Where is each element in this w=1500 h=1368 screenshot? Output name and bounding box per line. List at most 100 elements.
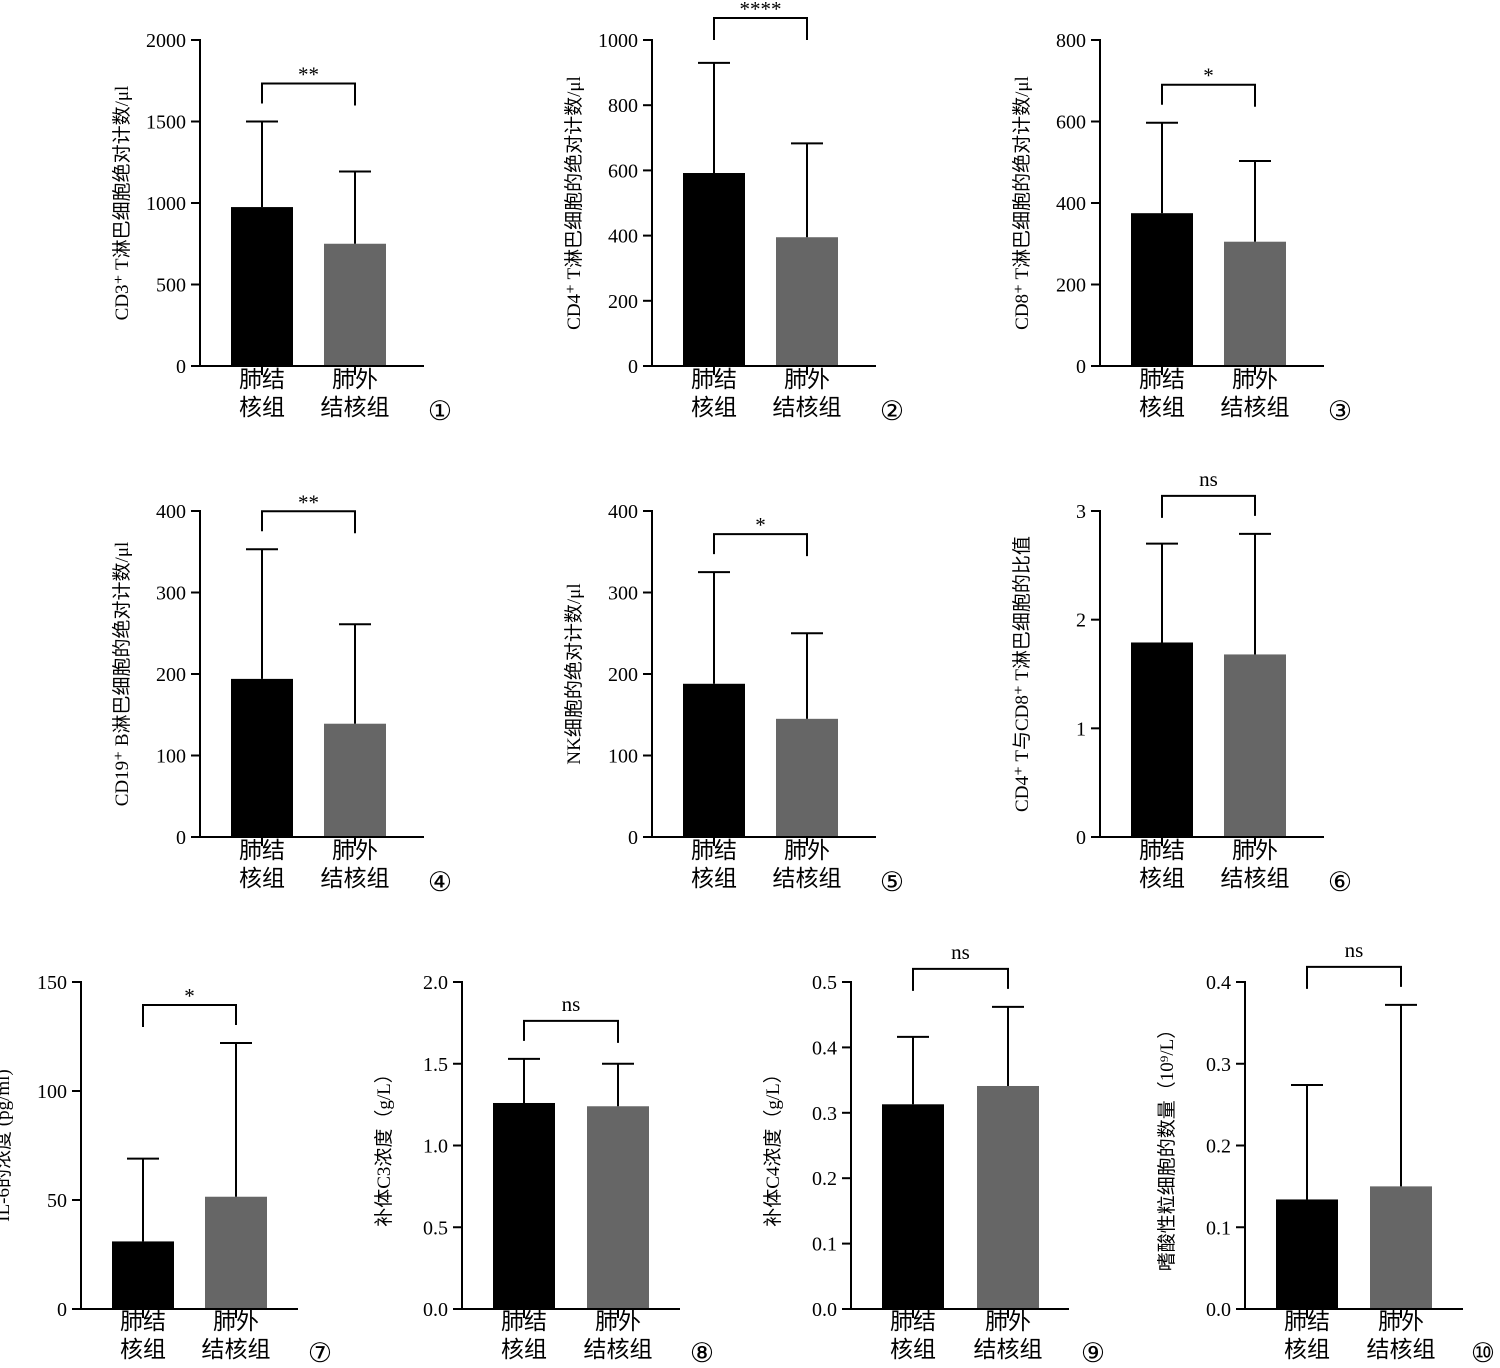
- error-bar: [1146, 542, 1178, 643]
- y-tick-label: 100: [37, 1081, 67, 1103]
- bar-pulmonary-tb: [112, 1241, 174, 1309]
- y-tick-label: 2000: [146, 30, 186, 52]
- error-bar: [897, 1035, 929, 1105]
- y-tick-label: 0: [176, 356, 186, 378]
- error-bar: [1385, 1003, 1417, 1187]
- error-bar: [992, 1005, 1024, 1086]
- error-bar: [339, 170, 371, 244]
- category-label: 肺外: [1378, 1309, 1424, 1334]
- category-label: 肺外: [784, 838, 830, 863]
- y-tick-label: 200: [156, 664, 186, 686]
- y-tick-label: 200: [608, 664, 638, 686]
- category-label: 肺结: [890, 1309, 936, 1334]
- error-bar: [220, 1042, 252, 1197]
- bar-pulmonary-tb: [231, 207, 293, 366]
- y-tick-label: 800: [1056, 30, 1086, 52]
- significance-bracket: ns: [1161, 467, 1256, 518]
- y-tick-label: 600: [1056, 112, 1086, 134]
- y-tick-label: 1000: [598, 30, 638, 52]
- category-label: 结核组: [321, 866, 390, 891]
- significance-bracket: *: [713, 513, 808, 557]
- category-label: 肺结: [691, 838, 737, 863]
- bar-extrapulmonary-tb: [324, 723, 386, 837]
- bar-extrapulmonary-tb: [1224, 654, 1286, 837]
- y-tick-label: 1000: [146, 193, 186, 215]
- y-tick-label: 1: [1076, 718, 1086, 740]
- y-axis-label: CD4⁺ T与CD8⁺ T淋巴细胞的比值: [1011, 536, 1033, 812]
- bar-pulmonary-tb: [683, 683, 745, 837]
- y-tick-label: 100: [156, 746, 186, 768]
- category-label: 结核组: [584, 1337, 653, 1362]
- y-axis-label: 嗜酸性粒细胞的数量（10⁹/L）: [1156, 1020, 1178, 1272]
- significance-label: *: [184, 984, 195, 1008]
- category-label: 结核组: [202, 1337, 271, 1362]
- error-bar: [1146, 121, 1178, 214]
- category-label: 肺结: [1139, 838, 1185, 863]
- panel-number: ⑦: [308, 1338, 332, 1368]
- significance-bracket: ns: [1306, 938, 1402, 989]
- category-label: 结核组: [1367, 1337, 1436, 1362]
- error-bar: [602, 1062, 634, 1107]
- category-label: 肺结: [1139, 367, 1185, 392]
- y-tick-label: 0: [1076, 827, 1086, 849]
- y-tick-label: 800: [608, 95, 638, 117]
- category-label: 结核组: [321, 395, 390, 420]
- y-axis-label: 补体C4浓度（g/L）: [762, 1064, 784, 1227]
- significance-bracket: *: [1161, 64, 1256, 107]
- error-bar: [791, 142, 823, 238]
- y-tick-label: 0: [57, 1299, 67, 1321]
- category-label: 核组: [239, 866, 285, 891]
- category-label: 核组: [691, 395, 737, 420]
- category-label: 核组: [691, 866, 737, 891]
- significance-label: ns: [562, 992, 581, 1016]
- category-label: 结核组: [1221, 866, 1290, 891]
- y-tick-label: 0.5: [423, 1217, 448, 1239]
- y-tick-label: 300: [156, 583, 186, 605]
- category-label: 肺结: [239, 838, 285, 863]
- error-bar: [791, 632, 823, 719]
- y-tick-label: 2.0: [423, 972, 448, 994]
- y-axis-label: 补体C3浓度（g/L）: [373, 1064, 395, 1227]
- y-axis-label: NK细胞的绝对计数/μl: [563, 583, 585, 764]
- significance-bracket: *: [142, 984, 237, 1028]
- panel-number: ⑨: [1081, 1338, 1105, 1368]
- y-tick-label: 200: [608, 291, 638, 313]
- category-label: 肺外: [213, 1309, 259, 1334]
- category-label: 核组: [1284, 1337, 1330, 1362]
- error-bar: [1291, 1084, 1323, 1200]
- y-tick-label: 0: [1076, 356, 1086, 378]
- bar-extrapulmonary-tb: [776, 718, 838, 837]
- error-bar: [1239, 532, 1271, 655]
- y-tick-label: 0.1: [812, 1234, 837, 1256]
- y-axis-label: IL-6的浓度 (pg/ml): [0, 1069, 14, 1222]
- panel-number: ①: [428, 396, 452, 426]
- category-label: 肺外: [784, 367, 830, 392]
- y-tick-label: 2: [1076, 610, 1086, 632]
- bar-pulmonary-tb: [882, 1104, 944, 1309]
- y-tick-label: 0: [628, 356, 638, 378]
- significance-bracket: **: [261, 490, 356, 534]
- significance-bracket: ****: [713, 0, 808, 40]
- category-label: 结核组: [974, 1337, 1043, 1362]
- category-label: 核组: [120, 1337, 166, 1362]
- y-axis-label: CD8⁺ T淋巴细胞的绝对计数/μl: [1011, 76, 1033, 330]
- y-tick-label: 0.1: [1206, 1217, 1231, 1239]
- category-label: 肺结: [501, 1309, 547, 1334]
- y-tick-label: 1.5: [423, 1054, 448, 1076]
- category-label: 肺外: [1232, 367, 1278, 392]
- category-label: 核组: [1139, 866, 1185, 891]
- y-tick-label: 0.4: [812, 1037, 837, 1059]
- y-tick-label: 0: [176, 827, 186, 849]
- bar-extrapulmonary-tb: [977, 1085, 1039, 1309]
- panel-number: ⑧: [690, 1338, 714, 1368]
- error-bar: [127, 1157, 159, 1242]
- significance-bracket: **: [261, 63, 356, 106]
- category-label: 结核组: [1221, 395, 1290, 420]
- error-bar: [698, 571, 730, 684]
